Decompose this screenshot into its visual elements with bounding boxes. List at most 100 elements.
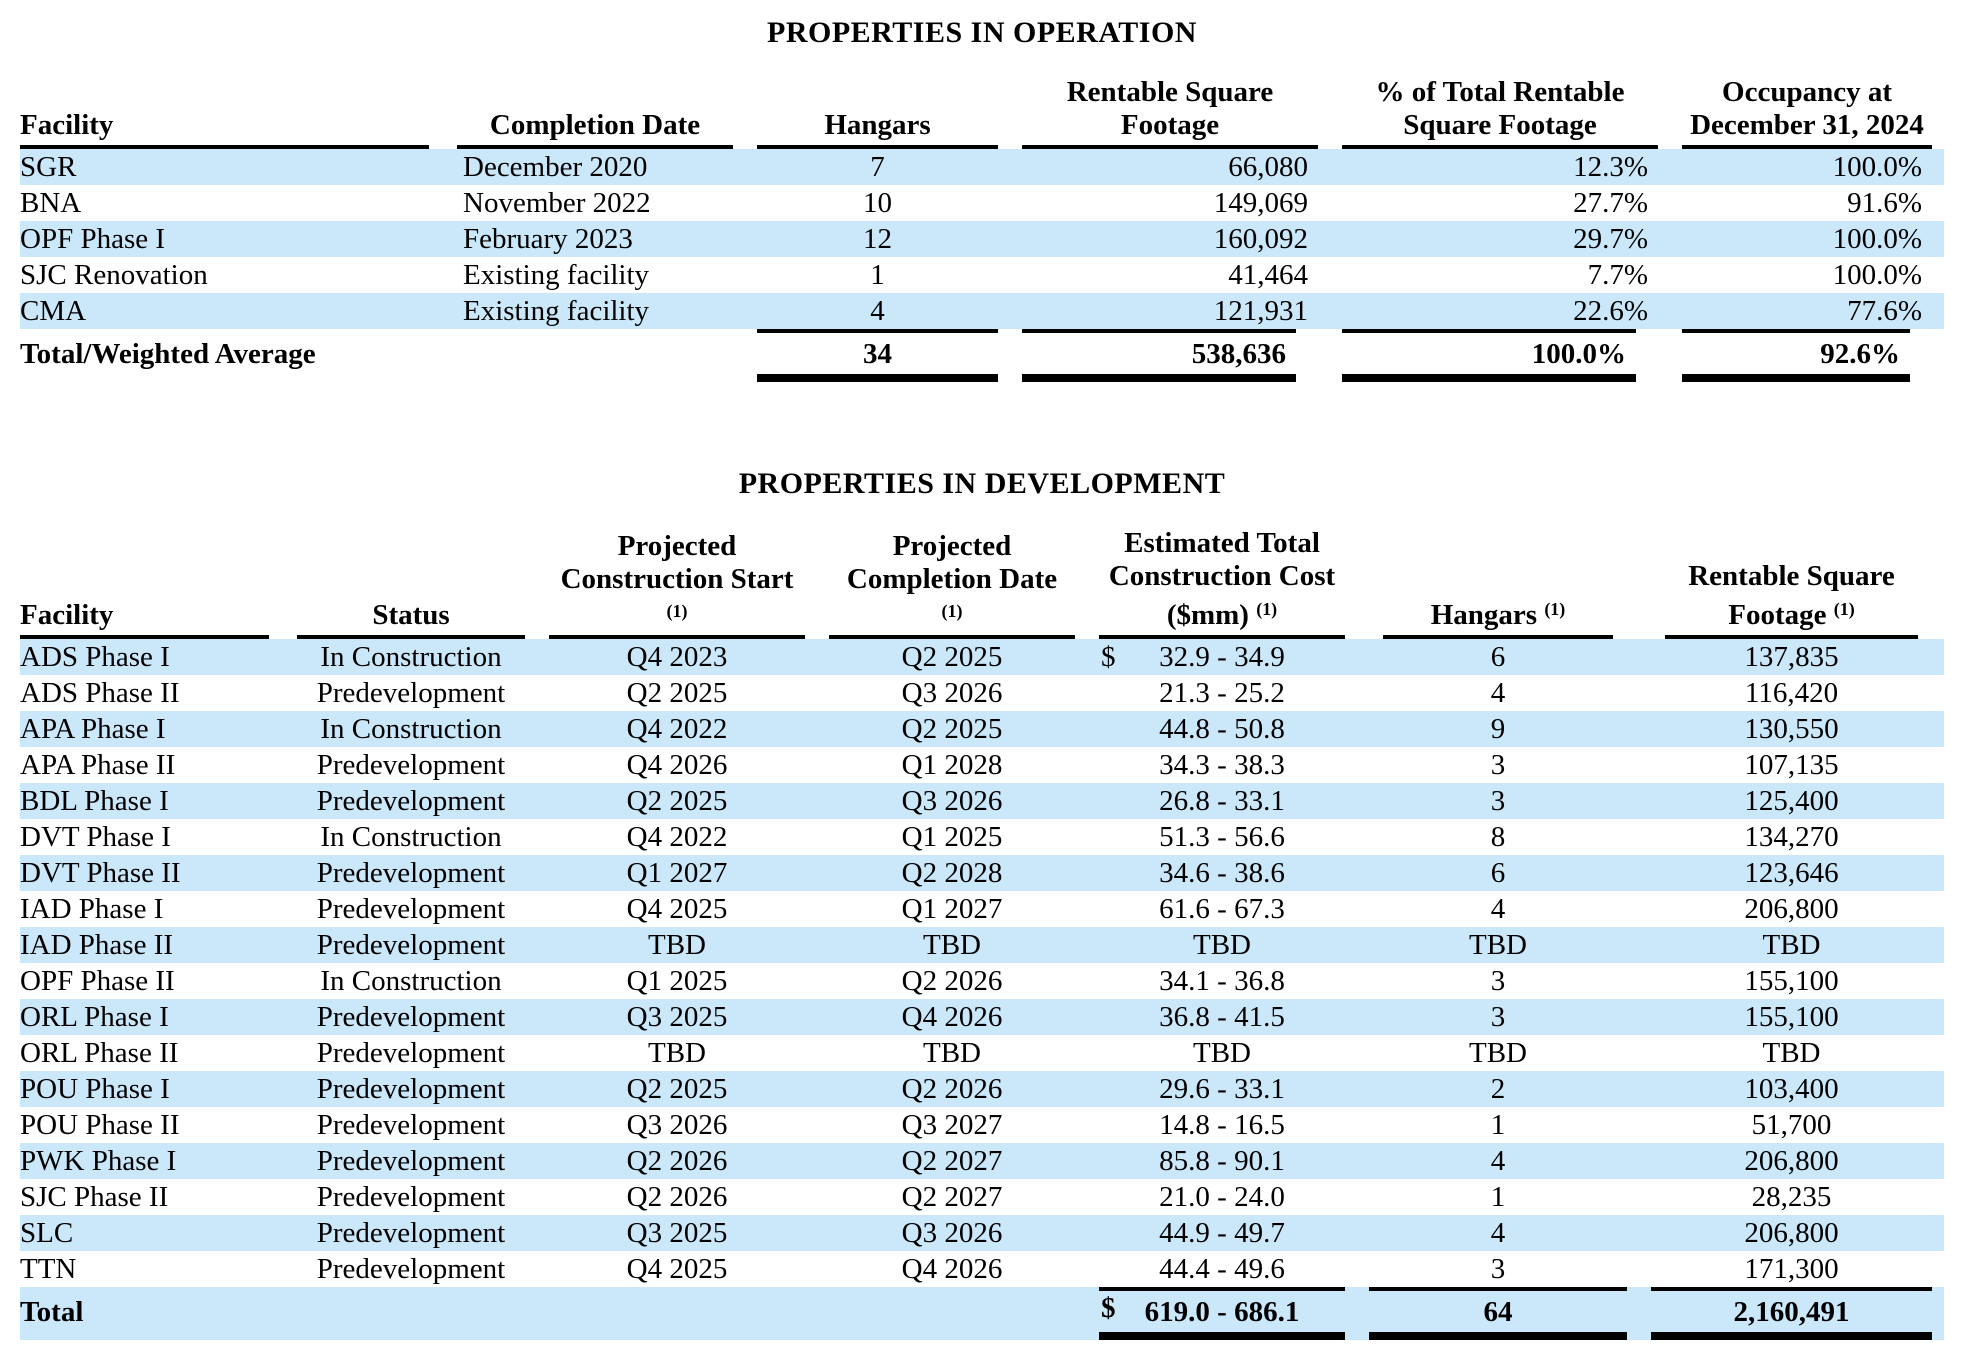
development-total-hangars: 64 <box>1369 1287 1627 1329</box>
pct-header-line2: Square Footage <box>1403 109 1597 141</box>
cell-construction-cost: 44.8 - 50.8 <box>1159 713 1285 745</box>
cell-occupancy: 91.6% <box>1847 187 1922 219</box>
cell-construction-cost: 34.1 - 36.8 <box>1159 965 1285 997</box>
cell-rentable-sqft: 103,400 <box>1744 1073 1839 1105</box>
cell-completion-date: Q2 2028 <box>901 857 1003 889</box>
development-table-row: POU Phase I Predevelopment Q2 2025 Q2 20… <box>20 1071 1944 1107</box>
cell-rentable-sqft: 123,646 <box>1744 857 1839 889</box>
development-table-row: DVT Phase I In Construction Q4 2022 Q1 2… <box>20 819 1944 855</box>
cell-construction-start: Q3 2026 <box>626 1109 728 1141</box>
development-table-row: IAD Phase II Predevelopment TBD TBD TBD … <box>20 927 1944 963</box>
cell-construction-cost: 51.3 - 56.6 <box>1159 821 1285 853</box>
operations-table-row: CMA Existing facility 4 121,931 22.6% 77… <box>20 293 1944 329</box>
cell-hangars: 3 <box>1490 785 1506 817</box>
cell-completion-date: Q2 2026 <box>901 1073 1003 1105</box>
occupancy-header-line2: December 31, 2024 <box>1690 109 1924 141</box>
cell-facility: IAD Phase II <box>20 929 174 961</box>
col-hangars-header: Hangars <box>745 76 1010 149</box>
cell-rentable-sqft: 134,270 <box>1744 821 1839 853</box>
development-table-row: SLC Predevelopment Q3 2025 Q3 2026 44.9 … <box>20 1215 1944 1251</box>
cell-construction-start: Q4 2022 <box>626 713 728 745</box>
cell-completion-date: Q2 2027 <box>901 1145 1003 1177</box>
cell-construction-start: Q4 2023 <box>626 641 728 673</box>
cell-status: Predevelopment <box>316 857 506 889</box>
cell-status: Predevelopment <box>316 1217 506 1249</box>
col-occupancy-header: Occupancy at December 31, 2024 <box>1670 76 1944 149</box>
double-rule <box>1022 374 1296 382</box>
cell-status: Predevelopment <box>316 677 506 709</box>
cell-status: Predevelopment <box>316 1037 506 1069</box>
cell-facility: ADS Phase II <box>20 677 180 709</box>
double-rule <box>1369 1332 1627 1340</box>
cell-construction-cost: 44.9 - 49.7 <box>1159 1217 1285 1249</box>
development-table-row: OPF Phase II In Construction Q1 2025 Q2 … <box>20 963 1944 999</box>
cell-facility: SLC <box>20 1217 74 1249</box>
cell-status: Predevelopment <box>316 929 506 961</box>
cell-facility: SGR <box>20 151 77 183</box>
cell-hangars: 12 <box>863 223 892 255</box>
cell-hangars: 1 <box>1490 1181 1506 1213</box>
cell-rentable-sqft: 41,464 <box>1228 259 1308 291</box>
development-table-row: ORL Phase I Predevelopment Q3 2025 Q4 20… <box>20 999 1944 1035</box>
cell-facility: CMA <box>20 295 87 327</box>
cell-rentable-sqft: 116,420 <box>1744 677 1839 709</box>
cell-completion-date: Existing facility <box>463 295 650 327</box>
cell-pct-total-rsf: 12.3% <box>1573 151 1648 183</box>
cell-hangars: 4 <box>1490 893 1506 925</box>
cell-status: In Construction <box>320 713 502 745</box>
cell-status: Predevelopment <box>316 1145 506 1177</box>
cell-facility: OPF Phase I <box>20 223 166 255</box>
cell-completion-date: Q3 2026 <box>901 1217 1003 1249</box>
cell-status: Predevelopment <box>316 1109 506 1141</box>
col-rentable-sqft-header: Rentable Square Footage (1) <box>1639 527 1944 639</box>
total-label-cell: Total/Weighted Average <box>20 329 445 385</box>
cell-completion-date: Q1 2027 <box>901 893 1003 925</box>
development-table-row: IAD Phase I Predevelopment Q4 2025 Q1 20… <box>20 891 1944 927</box>
completion-header-line1: Projected <box>892 530 1012 562</box>
col-facility-header: Facility <box>20 527 285 639</box>
cell-rentable-sqft: 107,135 <box>1744 749 1839 781</box>
cell-construction-start: TBD <box>648 929 706 961</box>
cell-completion-date: Existing facility <box>463 259 650 291</box>
cell-construction-cost: 21.3 - 25.2 <box>1159 677 1285 709</box>
total-rentable-sqft-cell: 538,636 <box>1010 329 1330 385</box>
cell-construction-start: TBD <box>648 1037 706 1069</box>
cell-hangars: 2 <box>1490 1073 1506 1105</box>
total-construction-cost-cell: $619.0 - 686.1 <box>1087 1287 1357 1340</box>
cell-status: In Construction <box>320 965 502 997</box>
development-table-row: ORL Phase II Predevelopment TBD TBD TBD … <box>20 1035 1944 1071</box>
start-header-line2: Construction Start <box>560 563 794 595</box>
cell-rentable-sqft: 125,400 <box>1744 785 1839 817</box>
cell-hangars: 6 <box>1490 641 1506 673</box>
cell-hangars: 3 <box>1490 749 1506 781</box>
cell-construction-start: Q2 2026 <box>626 1181 728 1213</box>
cell-construction-cost: $32.9 - 34.9 <box>1101 641 1285 673</box>
cell-construction-cost: 26.8 - 33.1 <box>1159 785 1285 817</box>
rsf-header-line2: Footage <box>1120 109 1220 141</box>
development-table-row: APA Phase I In Construction Q4 2022 Q2 2… <box>20 711 1944 747</box>
cell-construction-cost: 61.6 - 67.3 <box>1159 893 1285 925</box>
cell-facility: ADS Phase I <box>20 641 170 673</box>
cell-occupancy: 77.6% <box>1847 295 1922 327</box>
empty-cell <box>285 1287 537 1340</box>
cell-construction-cost: 14.8 - 16.5 <box>1159 1109 1285 1141</box>
operations-total-occupancy: 92.6% <box>1682 329 1910 371</box>
cell-completion-date: Q3 2026 <box>901 677 1003 709</box>
operations-total-row: Total/Weighted Average 34 538,636 100.0%… <box>20 329 1944 385</box>
cell-construction-start: Q3 2025 <box>626 1217 728 1249</box>
cost-header-line1: Estimated Total <box>1124 527 1320 559</box>
cell-completion-date: Q2 2027 <box>901 1181 1003 1213</box>
total-label-cell: Total <box>20 1287 285 1340</box>
development-table-row: BDL Phase I Predevelopment Q2 2025 Q3 20… <box>20 783 1944 819</box>
development-table-row: SJC Phase II Predevelopment Q2 2026 Q2 2… <box>20 1179 1944 1215</box>
cell-construction-cost: 29.6 - 33.1 <box>1159 1073 1285 1105</box>
operations-table-row: BNA November 2022 10 149,069 27.7% 91.6% <box>20 185 1944 221</box>
cell-hangars: 8 <box>1490 821 1506 853</box>
cell-facility: OPF Phase II <box>20 965 175 997</box>
completion-header-footnote: (1) <box>941 601 963 621</box>
cell-hangars: TBD <box>1469 929 1527 961</box>
total-rentable-sqft-cell: 2,160,491 <box>1639 1287 1944 1340</box>
cell-completion-date: Q2 2025 <box>901 641 1003 673</box>
cell-construction-start: Q3 2025 <box>626 1001 728 1033</box>
cell-facility: SJC Phase II <box>20 1181 169 1213</box>
